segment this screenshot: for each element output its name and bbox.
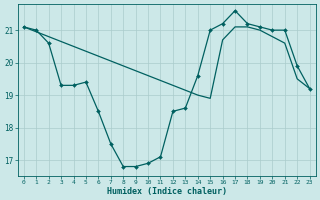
X-axis label: Humidex (Indice chaleur): Humidex (Indice chaleur) xyxy=(107,187,227,196)
